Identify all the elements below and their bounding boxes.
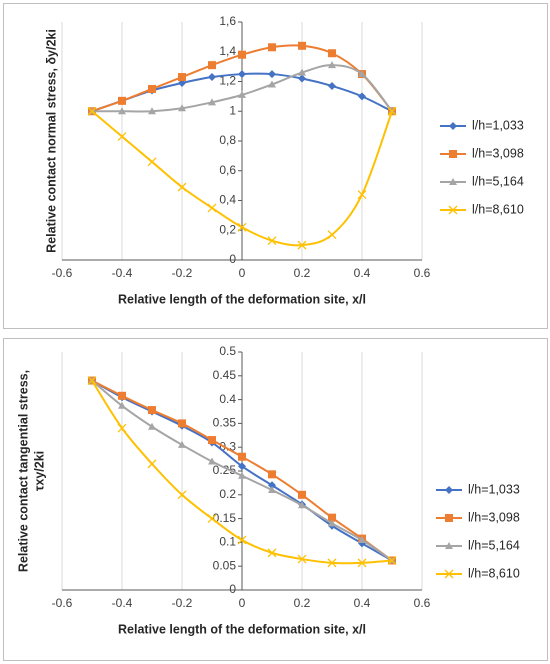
legend-label: l/h=1,033 (472, 118, 524, 132)
y-tick-label: 0.1 (219, 535, 236, 549)
marker (298, 42, 306, 50)
y-tick-label: 0 (229, 582, 236, 596)
x-axis-title: Relative length of the deformation site,… (118, 622, 366, 636)
x-tick-label: 0.6 (414, 596, 431, 610)
y-tick-label: 0.05 (213, 558, 237, 572)
x-tick-label: -0.2 (172, 596, 193, 610)
marker (178, 73, 186, 81)
y-tick-label: 0,8 (219, 133, 236, 147)
y-tick-label: 0.25 (213, 463, 237, 477)
marker (178, 419, 186, 427)
y-tick-label: 0,6 (219, 163, 236, 177)
x-tick-label: 0.2 (294, 596, 311, 610)
x-tick-label: -0.2 (172, 266, 193, 280)
legend-label: l/h=1,033 (468, 482, 520, 496)
marker (208, 436, 216, 444)
y-tick-label: 1,4 (219, 44, 236, 58)
legend-label: l/h=8,610 (468, 566, 520, 580)
marker (238, 51, 246, 59)
legend-label: l/h=5,164 (472, 174, 524, 188)
y-tick-label: 0,2 (219, 222, 236, 236)
y-tick-label: 0.4 (219, 392, 236, 406)
legend-label: l/h=3,098 (468, 510, 520, 524)
marker (118, 97, 126, 105)
y-tick-label: 1 (229, 103, 236, 117)
legend-label: l/h=8,610 (472, 202, 524, 216)
y-tick-label: 0,4 (219, 193, 236, 207)
marker (238, 453, 246, 461)
chart-frame (4, 4, 548, 329)
y-tick-label: 1,6 (219, 14, 236, 28)
y-tick-label: 0.2 (219, 487, 236, 501)
x-tick-label: 0.4 (354, 266, 371, 280)
marker (148, 85, 156, 93)
y-tick-label: 0.45 (213, 368, 237, 382)
y-axis-title: Relative contact normal stress, δy/2ki (44, 29, 58, 253)
figure: -0.6-0.4-0.200.20.40.600,20,40,60,811,21… (0, 0, 550, 664)
x-tick-label: 0 (239, 596, 246, 610)
x-tick-label: -0.4 (112, 596, 133, 610)
chart-frame (4, 339, 548, 661)
marker (208, 61, 216, 69)
y-axis-title: Relative contact tangential stress, (16, 370, 30, 572)
x-tick-label: 0.4 (354, 596, 371, 610)
marker (449, 150, 457, 158)
marker (445, 514, 453, 522)
x-tick-label: 0.2 (294, 266, 311, 280)
y-tick-label: 0.35 (213, 416, 237, 430)
x-tick-label: -0.6 (52, 266, 73, 280)
marker (298, 491, 306, 499)
x-tick-label: 0.6 (414, 266, 431, 280)
y-tick-label: 0.5 (219, 344, 236, 358)
marker (118, 392, 126, 400)
x-tick-label: -0.4 (112, 266, 133, 280)
marker (268, 470, 276, 478)
legend-label: l/h=3,098 (472, 146, 524, 160)
marker (148, 406, 156, 414)
marker (328, 49, 336, 57)
marker (268, 43, 276, 51)
x-axis-title: Relative length of the deformation site,… (118, 292, 366, 306)
legend-label: l/h=5,164 (468, 538, 520, 552)
x-tick-label: -0.6 (52, 596, 73, 610)
y-tick-label: 0 (229, 252, 236, 266)
y-axis-title: τxy/2ki (32, 451, 46, 491)
x-tick-label: 0 (239, 266, 246, 280)
